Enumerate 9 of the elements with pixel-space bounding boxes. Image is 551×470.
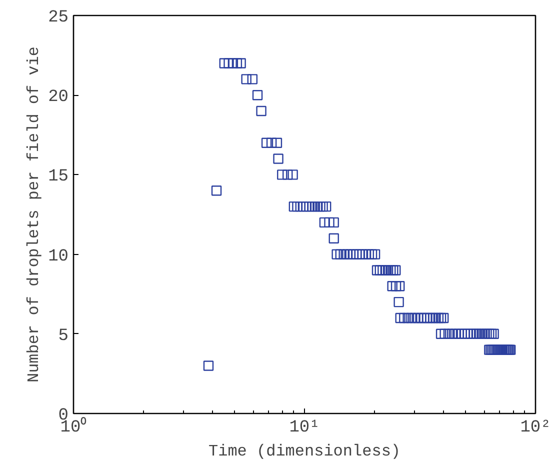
x-axis-title: Time (dimensionless) xyxy=(208,442,401,460)
y-tick-label: 25 xyxy=(48,8,69,28)
y-tick-label: 5 xyxy=(58,326,68,346)
y-axis-title: Number of droplets per field of vie xyxy=(25,46,44,383)
y-tick-label: 20 xyxy=(48,88,69,108)
y-tick-label: 10 xyxy=(48,247,69,266)
y-tick-label: 15 xyxy=(48,168,69,187)
x-tick-label: 10² xyxy=(520,418,551,438)
x-tick-label: 10¹ xyxy=(289,418,320,438)
